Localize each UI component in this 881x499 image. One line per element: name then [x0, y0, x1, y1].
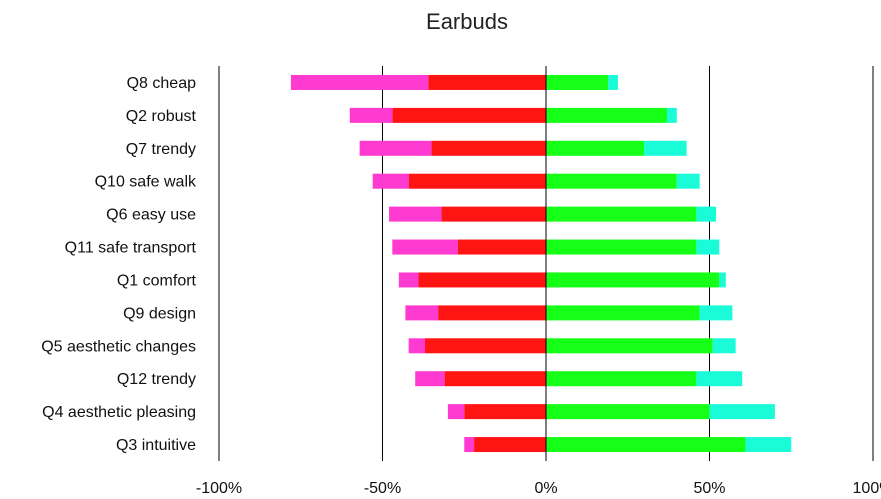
bar-segment — [546, 206, 697, 222]
x-tick-label: 50% — [693, 480, 725, 497]
bar-segment — [359, 140, 432, 156]
bar-segment — [719, 272, 726, 288]
bar-segment — [546, 305, 700, 321]
bar-segment — [712, 338, 736, 354]
bar-segment — [546, 107, 667, 123]
bar-segment — [546, 437, 746, 453]
bar-segment — [464, 404, 546, 420]
bar-segment — [696, 206, 717, 222]
bars — [290, 66, 792, 461]
category-label: Q4 aesthetic pleasing — [42, 404, 196, 421]
bar-segment — [464, 437, 475, 453]
x-axis-ticks: -100% -50% 0% 50% 100% — [196, 480, 881, 497]
bar-segment — [425, 338, 546, 354]
x-tick-label: -50% — [364, 480, 401, 497]
bar-segment — [457, 239, 546, 255]
bar-segment — [398, 272, 419, 288]
bar-segment — [392, 107, 546, 123]
bar-segment — [474, 437, 546, 453]
bar-segment — [438, 305, 546, 321]
category-label: Q8 cheap — [127, 75, 196, 92]
bar-segment — [546, 272, 720, 288]
bar-segment — [405, 305, 439, 321]
bar-segment — [441, 206, 546, 222]
bar-segment — [415, 371, 445, 387]
bar-segment — [349, 107, 393, 123]
category-label: Q1 comfort — [117, 272, 197, 289]
bar-segment — [608, 74, 618, 90]
category-label: Q12 trendy — [117, 371, 196, 388]
bar-segment — [696, 239, 720, 255]
bar-segment — [546, 239, 697, 255]
category-label: Q7 trendy — [126, 141, 196, 158]
bar-segment — [546, 173, 677, 189]
bar-segment — [408, 173, 546, 189]
bar-segment — [290, 74, 429, 90]
bar-segment — [389, 206, 442, 222]
bar-segment — [431, 140, 546, 156]
x-tick-label: 0% — [534, 480, 557, 497]
x-tick-label: -100% — [196, 480, 242, 497]
bar-segment — [408, 338, 426, 354]
category-label: Q10 safe walk — [95, 174, 197, 191]
bar-segment — [709, 404, 775, 420]
category-labels: Q8 cheap Q2 robust Q7 trendy Q10 safe walk Q… — [41, 75, 197, 454]
bar-segment — [696, 371, 743, 387]
bar-segment — [447, 404, 465, 420]
bar-segment — [699, 305, 733, 321]
bar-segment — [644, 140, 687, 156]
bar-segment — [392, 239, 458, 255]
category-label: Q6 easy use — [106, 207, 196, 224]
bar-segment — [666, 107, 677, 123]
category-label: Q5 aesthetic changes — [41, 338, 196, 355]
bar-segment — [546, 371, 697, 387]
bar-segment — [546, 140, 645, 156]
bar-segment — [676, 173, 700, 189]
bar-segment — [372, 173, 409, 189]
bar-segment — [546, 338, 713, 354]
category-label: Q3 intuitive — [116, 437, 196, 454]
category-label: Q2 robust — [126, 108, 197, 125]
category-label: Q11 safe transport — [65, 240, 197, 257]
bar-segment — [444, 371, 546, 387]
bar-segment — [745, 437, 792, 453]
bar-segment — [546, 404, 710, 420]
category-label: Q9 design — [123, 305, 196, 322]
bar-segment — [546, 74, 609, 90]
bar-segment — [428, 74, 546, 90]
x-tick-label: 100% — [853, 480, 881, 497]
bar-segment — [418, 272, 546, 288]
chart-title: Earbuds — [426, 9, 508, 34]
